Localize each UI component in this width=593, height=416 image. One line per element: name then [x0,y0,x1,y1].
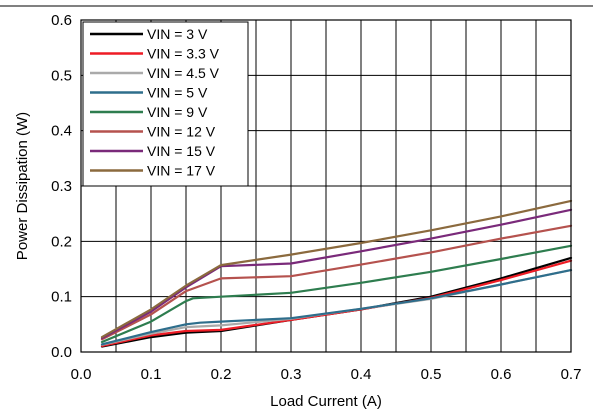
legend-label: VIN = 15 V [147,143,216,159]
legend-box [82,21,249,187]
series-line-5 [100,224,573,341]
legend-label: VIN = 3.3 V [147,46,220,62]
legend-label: VIN = 3 V [147,26,208,42]
x-tick-label: 0.2 [211,366,232,383]
y-tick-label: 0.3 [51,178,72,195]
y-tick-label: 0.6 [51,12,72,29]
legend-label: VIN = 9 V [147,104,208,120]
y-tick-label: 0.5 [51,67,72,84]
legend: VIN = 3 V VIN = 3.3 V VIN = 4.5 V VIN = 5 V… [82,21,249,187]
x-tick-label: 0.7 [561,366,582,383]
x-tick-label: 0.6 [491,366,512,383]
x-tick-label: 0.5 [421,366,442,383]
legend-label: VIN = 4.5 V [147,65,220,81]
y-tick-label: 0.1 [51,289,72,306]
series-line-7 [100,199,573,339]
y-tick-label: 0.0 [51,344,72,361]
x-axis-title: Load Current (A) [270,393,382,410]
y-tick-labels: 0.0 0.1 0.2 0.3 0.4 0.5 0.6 [51,12,72,361]
series-line-3 [100,269,573,346]
series-line-4 [100,244,573,344]
x-tick-label: 0.4 [351,366,372,383]
x-tick-label: 0.0 [71,366,92,383]
x-tick-label: 0.1 [141,366,162,383]
y-tick-label: 0.4 [51,123,72,140]
legend-label: VIN = 12 V [147,124,216,140]
series-line-6 [100,208,573,340]
y-tick-label: 0.2 [51,233,72,250]
plot-frame [80,19,572,353]
legend-label: VIN = 5 V [147,85,208,101]
x-tick-label: 0.3 [281,366,302,383]
legend-label: VIN = 17 V [147,163,216,179]
y-axis-title: Power Dissipation (W) [14,112,31,260]
series-lines [100,199,573,348]
x-tick-labels: 0.0 0.1 0.2 0.3 0.4 0.5 0.6 0.7 [71,366,582,383]
